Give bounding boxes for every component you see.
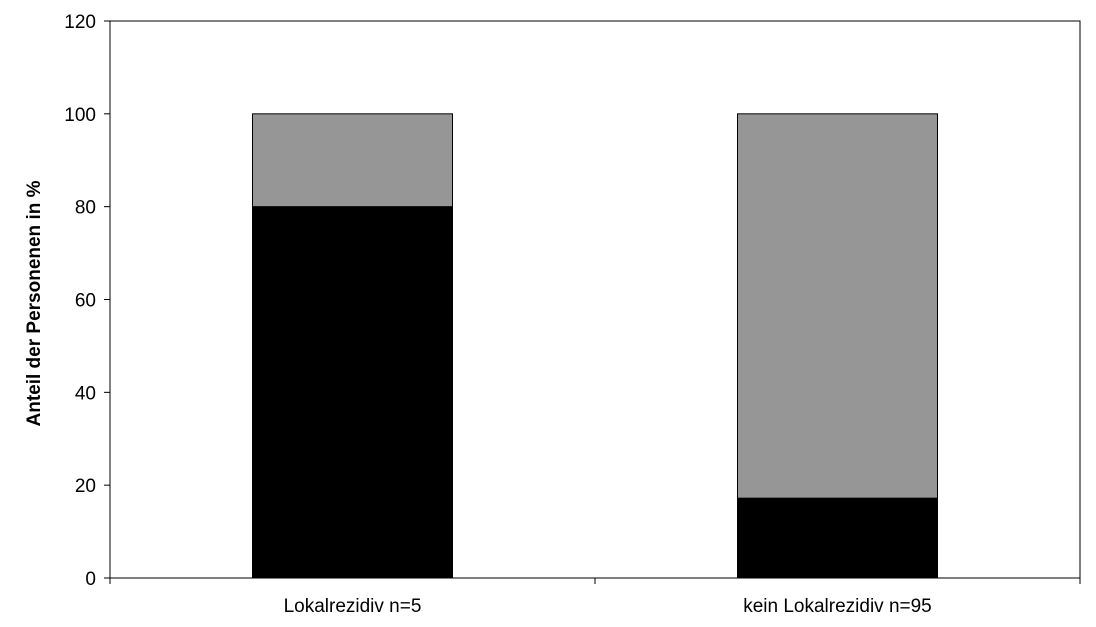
bar-segment-2-1 xyxy=(737,497,938,579)
bar-segment-2-2 xyxy=(737,113,938,499)
x-category-label-2: kein Lokalrezidiv n=95 xyxy=(743,596,932,617)
y-tick-label-1: 0 xyxy=(85,569,96,590)
y-tick-label-6: 100 xyxy=(64,105,96,126)
x-axis-labels: Lokalrezidiv n=5 kein Lokalrezidiv n=95 xyxy=(284,596,932,617)
bar-series xyxy=(252,113,938,579)
y-tick-label-5: 80 xyxy=(75,198,96,219)
y-tick-label-2: 20 xyxy=(75,476,96,497)
y-tick-label-7: 120 xyxy=(64,12,96,33)
y-tick-label-3: 40 xyxy=(75,383,96,404)
y-axis-title: Anteil der Personenen in % xyxy=(24,180,45,426)
y-tick-label-4: 60 xyxy=(75,291,96,312)
bar-segment-1-1 xyxy=(252,206,453,579)
bar-segment-1-2 xyxy=(252,113,453,208)
x-category-label-1: Lokalrezidiv n=5 xyxy=(284,596,422,617)
y-axis-ticks: 0 20 40 60 80 100 120 xyxy=(64,12,110,590)
